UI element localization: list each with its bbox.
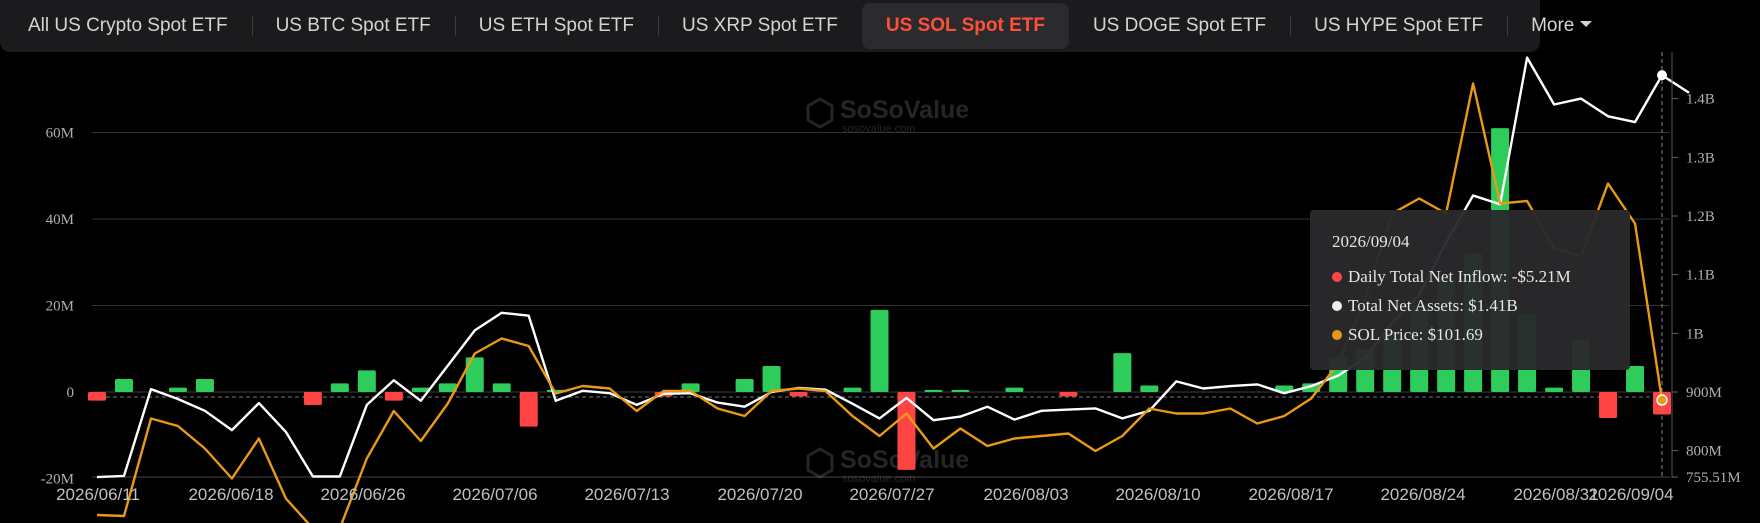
inflow-bar	[1140, 385, 1159, 392]
assets-dot-icon	[1332, 300, 1342, 311]
watermark-url: sosovalue.com	[842, 123, 915, 135]
inflow-bar	[411, 387, 430, 392]
x-axis-tick: 2026/08/24	[1380, 485, 1465, 504]
inflow-bar	[735, 379, 754, 392]
left-axis-tick: -20M	[41, 472, 74, 488]
price-dot-icon	[1332, 329, 1342, 340]
caret-down-icon	[1580, 21, 1593, 28]
tooltip-assets: Total Net Assets: $1.41B	[1348, 296, 1518, 315]
left-axis-tick: 0	[67, 385, 75, 401]
tab-us-eth-spot-etf[interactable]: US ETH Spot ETF	[454, 3, 658, 49]
x-axis-tick: 2026/06/11	[56, 485, 140, 504]
etf-tab-bar: All US Crypto Spot ETF US BTC Spot ETF U…	[0, 0, 1593, 52]
watermark-hex-icon	[806, 97, 834, 129]
left-axis-tick: 60M	[46, 126, 74, 142]
tooltip-inflow: Daily Total Net Inflow: -$5.21M	[1348, 267, 1571, 286]
more-label: More	[1531, 15, 1575, 36]
inflow-bar	[357, 370, 376, 392]
inflow-bar	[1599, 392, 1618, 418]
x-axis-tick: 2026/07/27	[849, 485, 934, 504]
inflow-bar	[114, 379, 133, 392]
right-axis-tick: 800M	[1686, 444, 1722, 460]
inflow-bar	[330, 383, 349, 392]
left-axis-tick: 40M	[46, 212, 74, 228]
right-axis-tick: 900M	[1686, 385, 1722, 401]
assets-marker	[1657, 70, 1667, 81]
inflow-bar	[762, 366, 781, 392]
left-axis-tick: 20M	[46, 299, 74, 315]
chart-tooltip: 2026/09/04 Daily Total Net Inflow: -$5.2…	[1310, 210, 1630, 370]
x-axis-tick: 2026/07/06	[452, 485, 537, 504]
x-axis-tick: 2026/09/04	[1588, 485, 1673, 504]
watermark-brand: SoSoValue	[840, 96, 969, 124]
tooltip-price-row: SOL Price: $101.69	[1332, 320, 1608, 349]
tab-all-us-crypto-spot-etf[interactable]: All US Crypto Spot ETF	[28, 15, 228, 36]
inflow-bar	[465, 357, 484, 392]
inflow-bar	[88, 392, 106, 401]
inflow-dot-icon	[1332, 271, 1342, 282]
tooltip-inflow-row: Daily Total Net Inflow: -$5.21M	[1332, 262, 1608, 291]
watermark-hex-icon	[806, 447, 834, 479]
x-axis-tick: 2026/08/31	[1513, 485, 1598, 504]
right-axis-tick: 1B	[1686, 326, 1704, 342]
tooltip-price: SOL Price: $101.69	[1348, 325, 1483, 344]
sol-price-line	[96, 82, 1664, 523]
inflow-bar	[951, 389, 970, 392]
inflow-bar	[519, 392, 538, 427]
inflow-bar	[870, 309, 889, 392]
x-axis-tick: 2026/08/17	[1248, 485, 1333, 504]
x-axis-tick: 2026/07/20	[717, 485, 802, 504]
inflow-bar	[303, 392, 322, 405]
tooltip-date: 2026/09/04	[1332, 232, 1410, 251]
inflow-bar	[1626, 366, 1645, 392]
inflow-bar	[1005, 387, 1024, 392]
inflow-bar	[1275, 385, 1294, 392]
inflow-bar	[789, 392, 808, 397]
x-axis-tick: 2026/06/18	[188, 485, 273, 504]
inflow-bar	[168, 387, 187, 392]
right-axis-tick: 1.1B	[1686, 268, 1715, 284]
right-axis-tick: 1.3B	[1686, 150, 1715, 166]
right-axis-tick: 1.2B	[1686, 209, 1715, 225]
right-axis-tick: 755.51M	[1686, 470, 1741, 486]
inflow-bar	[1059, 392, 1078, 397]
more-dropdown[interactable]: More	[1507, 3, 1616, 49]
tab-us-btc-spot-etf[interactable]: US BTC Spot ETF	[251, 3, 455, 49]
inflow-bar	[924, 389, 943, 392]
inflow-bar	[1545, 387, 1564, 392]
watermark-url: sosovalue.com	[842, 473, 915, 485]
inflow-bar	[1113, 353, 1132, 392]
inflow-bar	[384, 392, 403, 401]
inflow-bar	[195, 379, 214, 392]
tab-us-hype-spot-etf[interactable]: US HYPE Spot ETF	[1290, 3, 1507, 49]
right-axis-tick: 1.4B	[1686, 92, 1715, 108]
x-axis-tick: 2026/08/10	[1115, 485, 1200, 504]
price-marker	[1656, 394, 1668, 406]
inflow-bar	[843, 387, 862, 392]
x-axis-tick: 2026/08/03	[983, 485, 1068, 504]
tab-us-sol-spot-etf[interactable]: US SOL Spot ETF	[861, 3, 1069, 49]
tab-us-doge-spot-etf[interactable]: US DOGE Spot ETF	[1092, 15, 1267, 36]
inflow-bar	[492, 383, 511, 392]
tooltip-assets-row: Total Net Assets: $1.41B	[1332, 291, 1608, 320]
inflow-bar	[897, 392, 916, 470]
x-axis-tick: 2026/07/13	[584, 485, 669, 504]
x-axis-tick: 2026/06/26	[320, 485, 405, 504]
tab-us-xrp-spot-etf[interactable]: US XRP Spot ETF	[657, 3, 862, 49]
inflow-bar	[438, 383, 457, 392]
